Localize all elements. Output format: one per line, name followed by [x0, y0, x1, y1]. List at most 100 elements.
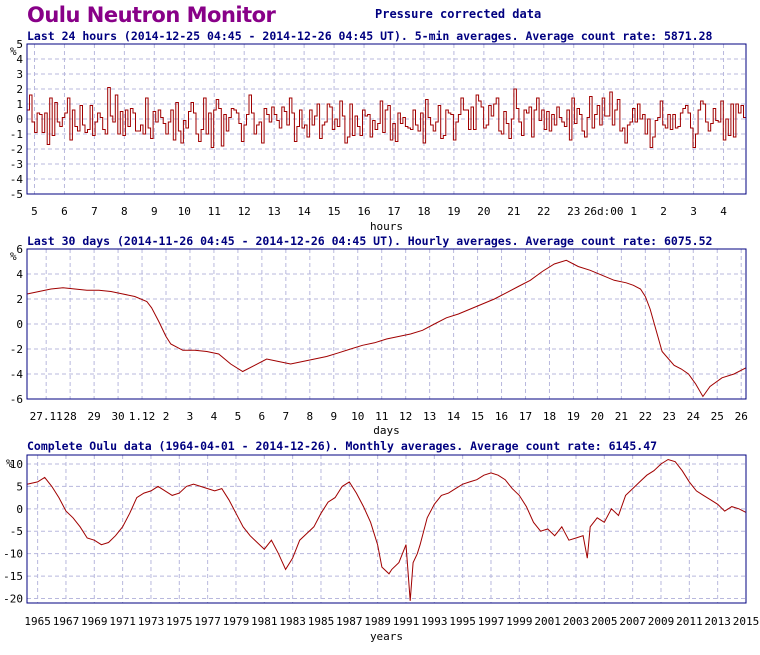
- x-tick-label: 20: [477, 205, 490, 218]
- x-tick-label: 16: [495, 410, 508, 423]
- y-axis-label: %: [6, 457, 13, 470]
- x-tick-label: 30: [111, 410, 124, 423]
- x-tick-label: 2013: [704, 615, 731, 628]
- y-tick-label: -4: [10, 173, 24, 186]
- x-tick-label: 18: [543, 410, 556, 423]
- y-tick-label: -2: [10, 143, 23, 156]
- x-axis-label: years: [370, 630, 403, 643]
- x-tick-label: 1987: [336, 615, 363, 628]
- x-tick-label: 26: [735, 410, 748, 423]
- x-tick-label: 1991: [393, 615, 420, 628]
- y-tick-label: 1: [16, 98, 23, 111]
- x-tick-label: 2: [163, 410, 170, 423]
- x-tick-label: 1993: [421, 615, 448, 628]
- x-tick-label: 29: [87, 410, 100, 423]
- x-tick-label: 1981: [251, 615, 278, 628]
- y-tick-label: -4: [10, 368, 24, 381]
- x-tick-label: 23: [663, 410, 676, 423]
- x-axis-label: days: [373, 424, 400, 437]
- y-tick-label: -20: [3, 593, 23, 606]
- y-tick-label: 2: [16, 83, 23, 96]
- x-tick-label: 2011: [676, 615, 703, 628]
- x-tick-label: 1.12: [129, 410, 156, 423]
- x-tick-label: 1967: [53, 615, 80, 628]
- x-tick-label: 1985: [308, 615, 335, 628]
- x-tick-label: 2: [660, 205, 667, 218]
- y-tick-label: 5: [16, 38, 23, 51]
- x-tick-label: 27.11: [30, 410, 63, 423]
- y-tick-label: 6: [16, 243, 23, 256]
- x-tick-label: 1975: [166, 615, 193, 628]
- x-tick-label: 2003: [563, 615, 590, 628]
- x-tick-label: 17: [519, 410, 532, 423]
- x-tick-label: 11: [208, 205, 221, 218]
- x-tick-label: 6: [259, 410, 266, 423]
- x-tick-label: 13: [423, 410, 436, 423]
- x-tick-label: 22: [639, 410, 652, 423]
- data-series-line: [26, 259, 747, 398]
- x-tick-label: 7: [91, 205, 98, 218]
- x-tick-label: 2001: [534, 615, 561, 628]
- x-tick-label: 15: [471, 410, 484, 423]
- x-tick-label: 12: [238, 205, 251, 218]
- x-tick-label: 17: [387, 205, 400, 218]
- page-title: Oulu Neutron Monitor: [27, 3, 276, 27]
- x-tick-label: 11: [375, 410, 388, 423]
- x-tick-label: 1: [630, 205, 637, 218]
- x-tick-label: 4: [720, 205, 727, 218]
- x-tick-label: 18: [417, 205, 430, 218]
- x-tick-label: 1995: [449, 615, 476, 628]
- chart-panel-1: Last 24 hours (2014-12-25 04:45 - 2014-1…: [10, 29, 747, 233]
- x-tick-label: 19: [447, 205, 460, 218]
- x-tick-label: 3: [187, 410, 194, 423]
- x-tick-label: 28: [64, 410, 77, 423]
- x-tick-label: 2007: [619, 615, 646, 628]
- chart-panel-3: Complete Oulu data (1964-04-01 - 2014-12…: [3, 439, 759, 643]
- x-tick-label: 24: [687, 410, 701, 423]
- y-tick-label: 4: [16, 53, 23, 66]
- page-subtitle: Pressure corrected data: [375, 7, 542, 21]
- plot-frame: [26, 248, 747, 400]
- data-series-line: [27, 87, 746, 148]
- y-tick-label: -5: [10, 188, 23, 201]
- x-tick-label: 2005: [591, 615, 618, 628]
- x-tick-label: 10: [178, 205, 191, 218]
- x-tick-label: 1979: [223, 615, 250, 628]
- x-tick-label: 4: [211, 410, 218, 423]
- x-tick-label: 13: [268, 205, 281, 218]
- x-tick-label: 12: [399, 410, 412, 423]
- y-tick-label: -5: [10, 525, 23, 538]
- y-tick-label: 5: [16, 480, 23, 493]
- y-tick-label: 0: [16, 113, 23, 126]
- x-tick-label: 21: [615, 410, 628, 423]
- plot-frame: [26, 454, 747, 604]
- y-tick-label: -2: [10, 343, 23, 356]
- y-tick-label: -3: [10, 158, 23, 171]
- y-tick-label: 4: [16, 268, 23, 281]
- y-tick-label: -6: [10, 393, 23, 406]
- x-tick-label: 5: [235, 410, 242, 423]
- x-axis-label: hours: [370, 220, 403, 233]
- y-tick-label: 0: [16, 503, 23, 516]
- x-tick-label: 19: [567, 410, 580, 423]
- x-tick-label: 8: [121, 205, 128, 218]
- x-tick-label: 21: [507, 205, 520, 218]
- data-series-line: [26, 458, 747, 601]
- chart-title: Last 30 days (2014-11-26 04:45 - 2014-12…: [27, 234, 712, 248]
- x-tick-label: 1971: [109, 615, 136, 628]
- x-tick-label: 1989: [364, 615, 391, 628]
- x-tick-label: 14: [447, 410, 461, 423]
- x-tick-label: 2015: [733, 615, 760, 628]
- x-tick-label: 6: [61, 205, 68, 218]
- y-tick-label: 2: [16, 293, 23, 306]
- x-tick-label: 1977: [194, 615, 221, 628]
- x-tick-label: 1983: [279, 615, 306, 628]
- y-tick-label: 3: [16, 68, 23, 81]
- x-tick-label: 15: [327, 205, 340, 218]
- x-tick-label: 1997: [478, 615, 505, 628]
- x-tick-label: 1999: [506, 615, 533, 628]
- x-tick-label: 10: [351, 410, 364, 423]
- x-tick-label: 25: [711, 410, 724, 423]
- x-tick-label: 22: [537, 205, 550, 218]
